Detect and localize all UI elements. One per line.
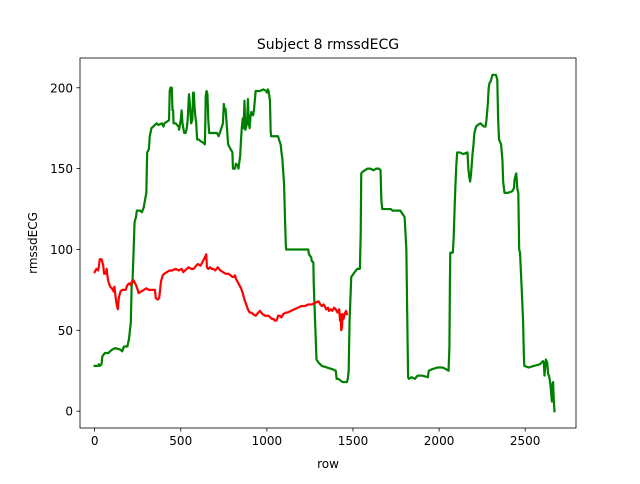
x-axis-label: row xyxy=(317,457,339,471)
x-tick-label: 0 xyxy=(91,434,99,448)
y-tick-label: 0 xyxy=(65,405,73,419)
y-tick-label: 50 xyxy=(58,324,73,338)
plot-area: 0 500 1000 1500 2000 2500 0 50 100 150 200 xyxy=(50,57,577,448)
chart-title: Subject 8 rmssdECG xyxy=(257,37,399,53)
series-layer xyxy=(93,73,556,413)
y-tick-label: 200 xyxy=(50,81,73,95)
series-line-2 xyxy=(93,253,349,332)
x-tick-label: 2500 xyxy=(510,434,541,448)
y-tick-label: 100 xyxy=(50,243,73,257)
x-axis-ticks: 0 500 1000 1500 2000 2500 xyxy=(91,428,541,448)
x-tick-label: 500 xyxy=(169,434,192,448)
axes-background xyxy=(80,58,576,428)
series-line-1 xyxy=(93,73,556,413)
y-axis-ticks: 0 50 100 150 200 xyxy=(50,81,80,419)
x-tick-label: 1500 xyxy=(338,434,369,448)
axes-frame xyxy=(79,57,577,429)
x-tick-label: 2000 xyxy=(424,434,455,448)
x-tick-label: 1000 xyxy=(252,434,283,448)
y-axis-label: rmssdECG xyxy=(26,212,40,274)
y-tick-label: 150 xyxy=(50,162,73,176)
